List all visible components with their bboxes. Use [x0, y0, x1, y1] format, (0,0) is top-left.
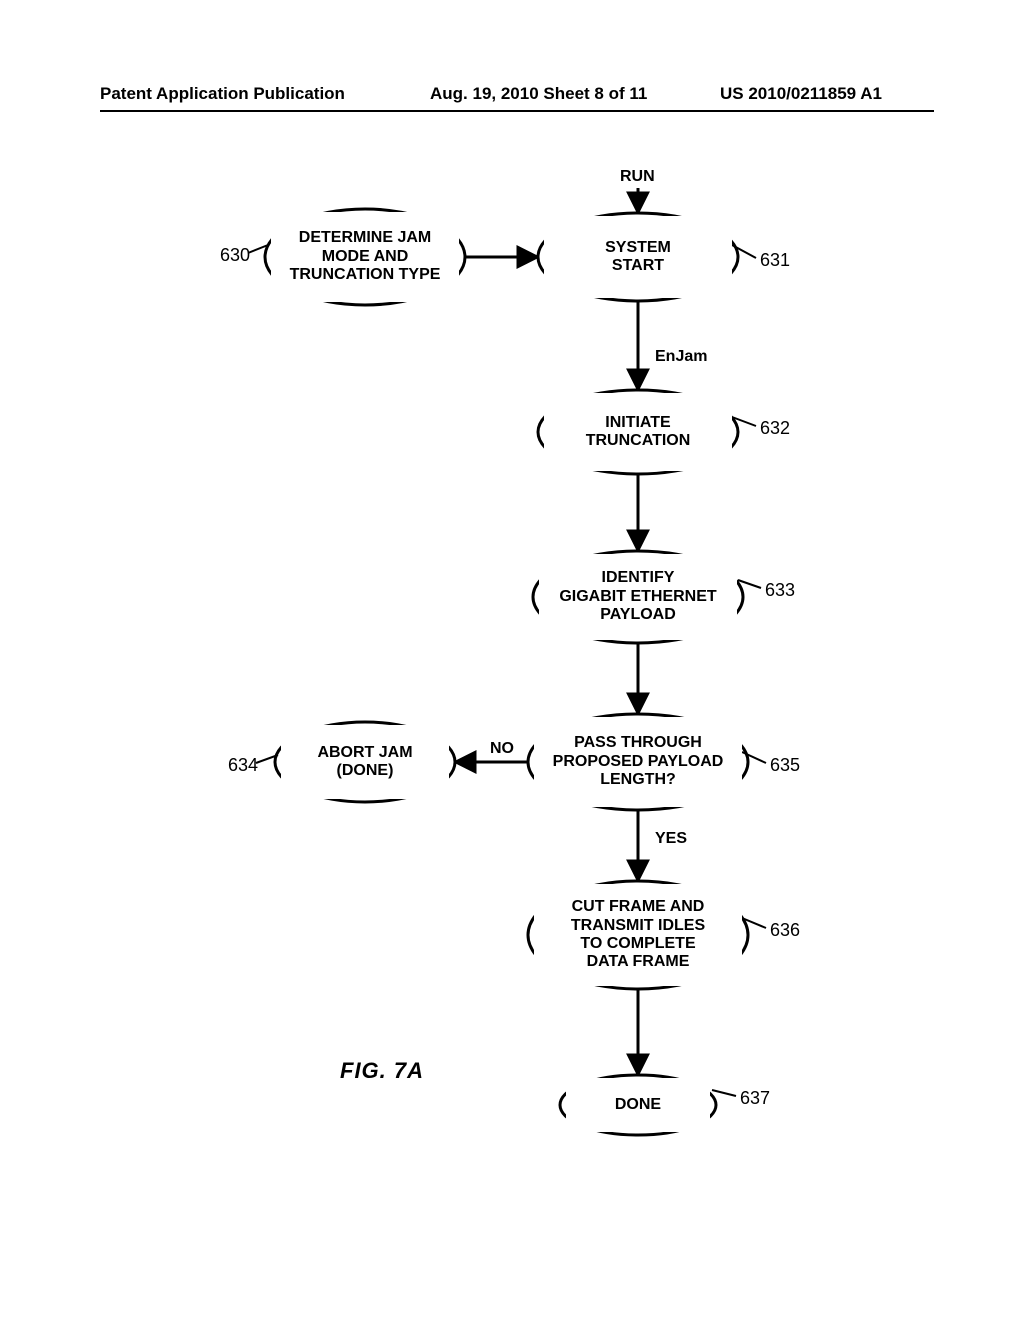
ref-layer: 630 631 632 633 634 635 636 637 — [0, 0, 1024, 1320]
figure-caption: FIG. 7A — [340, 1058, 424, 1084]
ref-number: 631 — [760, 250, 790, 271]
ref-number: 633 — [765, 580, 795, 601]
ref-number: 634 — [228, 755, 258, 776]
ref-number: 637 — [740, 1088, 770, 1109]
ref-number: 632 — [760, 418, 790, 439]
ref-number: 630 — [220, 245, 250, 266]
page-root: Patent Application Publication Aug. 19, … — [0, 0, 1024, 1320]
ref-number: 635 — [770, 755, 800, 776]
ref-number: 636 — [770, 920, 800, 941]
